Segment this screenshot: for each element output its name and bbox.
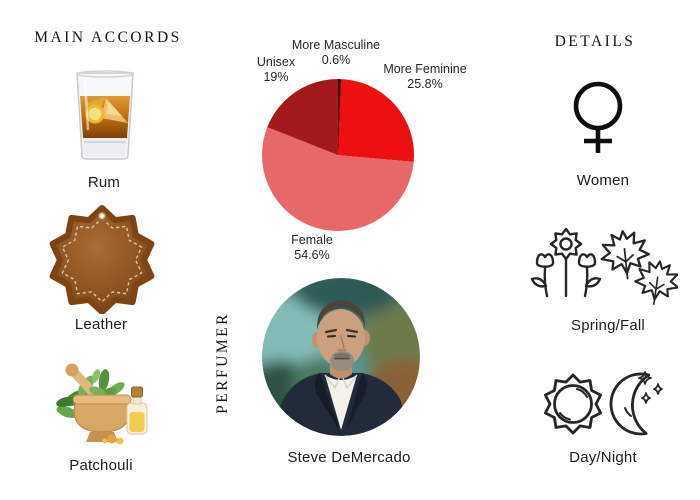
perfumer-heading: PERFUMER: [214, 312, 231, 414]
spring-fall-icon: [530, 227, 678, 309]
slice-name: More Masculine: [291, 38, 381, 52]
pie-slice-label-unisex: Unisex 19%: [226, 55, 326, 85]
perfumer-portrait-image: [262, 278, 420, 436]
pie-slice-label-more-feminine: More Feminine 25.8%: [365, 62, 485, 92]
leather-badge-image: [49, 205, 155, 314]
slice-pct: 0.6%: [321, 53, 351, 67]
slice-name: Female: [291, 233, 333, 247]
slice-pct: 19%: [263, 70, 289, 84]
slice-name: Unisex: [256, 55, 296, 69]
main-accords-heading: MAIN ACCORDS: [34, 29, 182, 46]
patchouli-image: [56, 363, 148, 445]
slice-pct: 54.6%: [294, 248, 330, 262]
details-heading: DETAILS: [554, 33, 636, 50]
accord-label-rum: Rum: [87, 174, 121, 191]
gender-pie: [262, 79, 414, 231]
details-label-spring-fall: Spring/Fall: [571, 317, 645, 334]
pie-slice-label-more-masculine: More Masculine 0.6%: [276, 38, 396, 68]
day-night-icon: [543, 371, 663, 436]
details-item-women: [568, 69, 628, 157]
accord-label-leather: Leather: [74, 316, 128, 333]
details-item-day-night: [530, 358, 680, 450]
accord-item-patchouli: [52, 356, 152, 452]
slice-pct: 25.8%: [407, 77, 443, 91]
perfumer-name: Steve DeMercado: [287, 449, 411, 466]
perfumer-photo: [262, 278, 420, 436]
female-symbol-icon: [573, 81, 623, 153]
details-item-spring-fall: [528, 224, 678, 312]
slice-name: More Feminine: [383, 62, 467, 76]
accord-label-patchouli: Patchouli: [69, 457, 133, 474]
details-label-women: Women: [576, 172, 630, 189]
accord-item-rum: [70, 70, 140, 162]
rum-glass-image: [76, 70, 134, 160]
pie-slice-label-female: Female 54.6%: [252, 233, 372, 263]
details-label-day-night: Day/Night: [569, 449, 637, 466]
accord-item-leather: [46, 202, 158, 314]
